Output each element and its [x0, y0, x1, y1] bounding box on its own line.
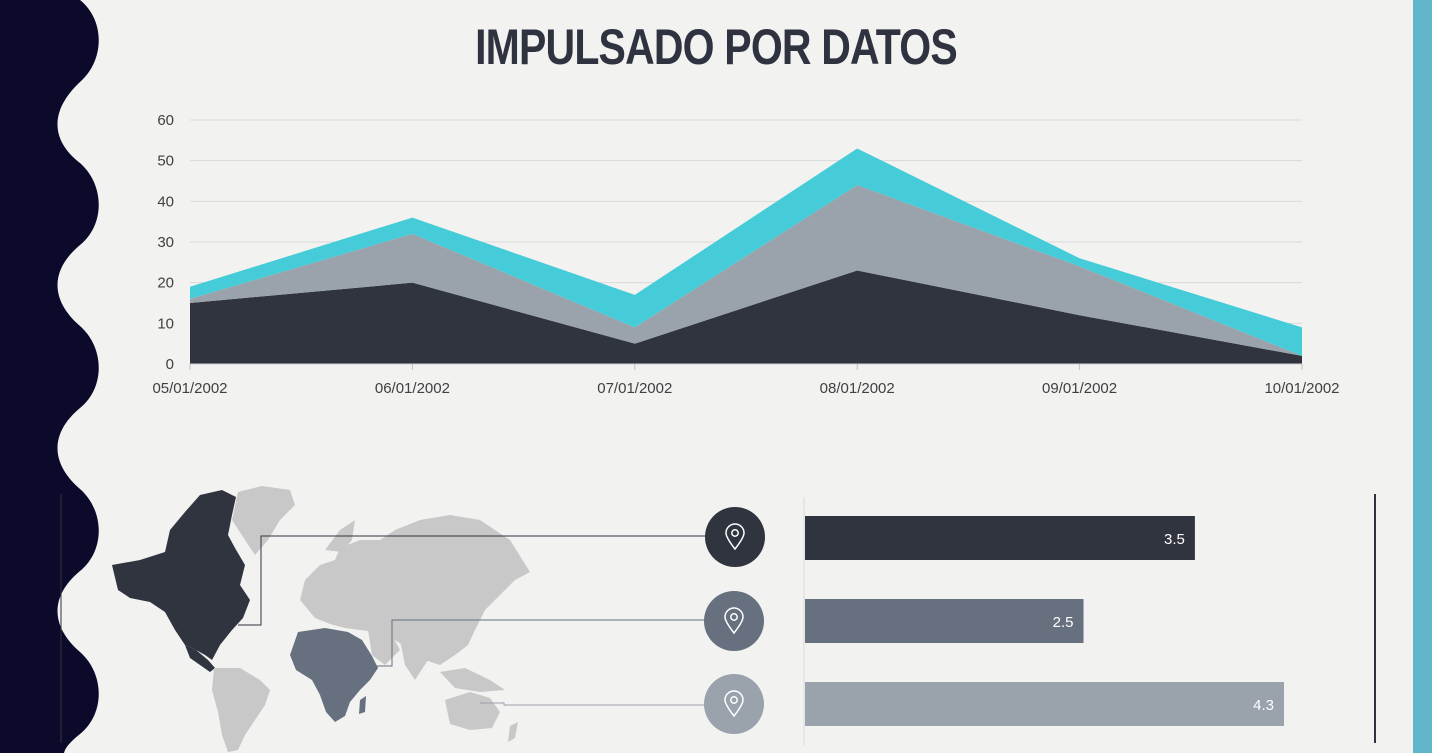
accent-right-strip — [1413, 0, 1432, 753]
location-pin-icon — [724, 690, 744, 718]
y-tick-label: 0 — [166, 356, 174, 373]
map-new-zealand — [508, 722, 518, 742]
location-pin-2 — [704, 591, 764, 651]
map-south-america — [212, 668, 270, 752]
map-greenland — [232, 486, 295, 555]
connector-line-2 — [370, 619, 706, 667]
map-india — [400, 640, 428, 680]
map-central-america — [185, 645, 215, 672]
map-africa — [290, 628, 378, 722]
x-tick-label: 08/01/2002 — [820, 380, 895, 397]
bar-2 — [805, 599, 1084, 643]
map-eurasia — [300, 515, 530, 665]
y-tick-label: 60 — [157, 112, 174, 129]
bar-value-label: 2.5 — [1053, 614, 1074, 631]
map-southeast-asia — [440, 668, 505, 692]
map-scandinavia — [325, 520, 355, 552]
location-pin-1 — [705, 507, 765, 567]
area-series-2 — [190, 185, 1302, 356]
y-tick-label: 40 — [157, 193, 174, 210]
area-series-3 — [190, 148, 1302, 356]
map-madagascar — [359, 696, 366, 714]
x-tick-label: 05/01/2002 — [152, 380, 227, 397]
area-series-1 — [190, 270, 1302, 364]
x-tick-label: 07/01/2002 — [597, 380, 672, 397]
y-tick-label: 30 — [157, 234, 174, 251]
bar-3 — [805, 682, 1285, 726]
connector-line-3 — [480, 702, 706, 706]
wavy-left-band — [0, 0, 99, 753]
y-tick-label: 20 — [157, 275, 174, 292]
x-tick-label: 06/01/2002 — [375, 380, 450, 397]
bar-1 — [805, 516, 1195, 560]
location-pin-3 — [704, 674, 764, 734]
bar-value-label: 3.5 — [1164, 531, 1185, 548]
map-arabia — [368, 630, 400, 665]
map-australia — [445, 692, 500, 730]
wavy-band-shape — [0, 0, 99, 753]
page-title: IMPULSADO POR DATOS — [475, 19, 958, 75]
x-tick-label: 09/01/2002 — [1042, 380, 1117, 397]
bar-value-label: 4.3 — [1253, 697, 1274, 714]
y-tick-label: 50 — [157, 153, 174, 170]
x-tick-label: 10/01/2002 — [1264, 380, 1339, 397]
location-pin-icon — [725, 523, 745, 551]
location-pin-icon — [724, 607, 744, 635]
connector-line-1 — [238, 535, 706, 626]
y-tick-label: 10 — [157, 315, 174, 332]
stacked-area-chart: 0 10 20 30 40 50 60 05/01/2002 06/01/2002 07/01/2… — [152, 112, 1339, 397]
map-north-america — [112, 490, 250, 660]
